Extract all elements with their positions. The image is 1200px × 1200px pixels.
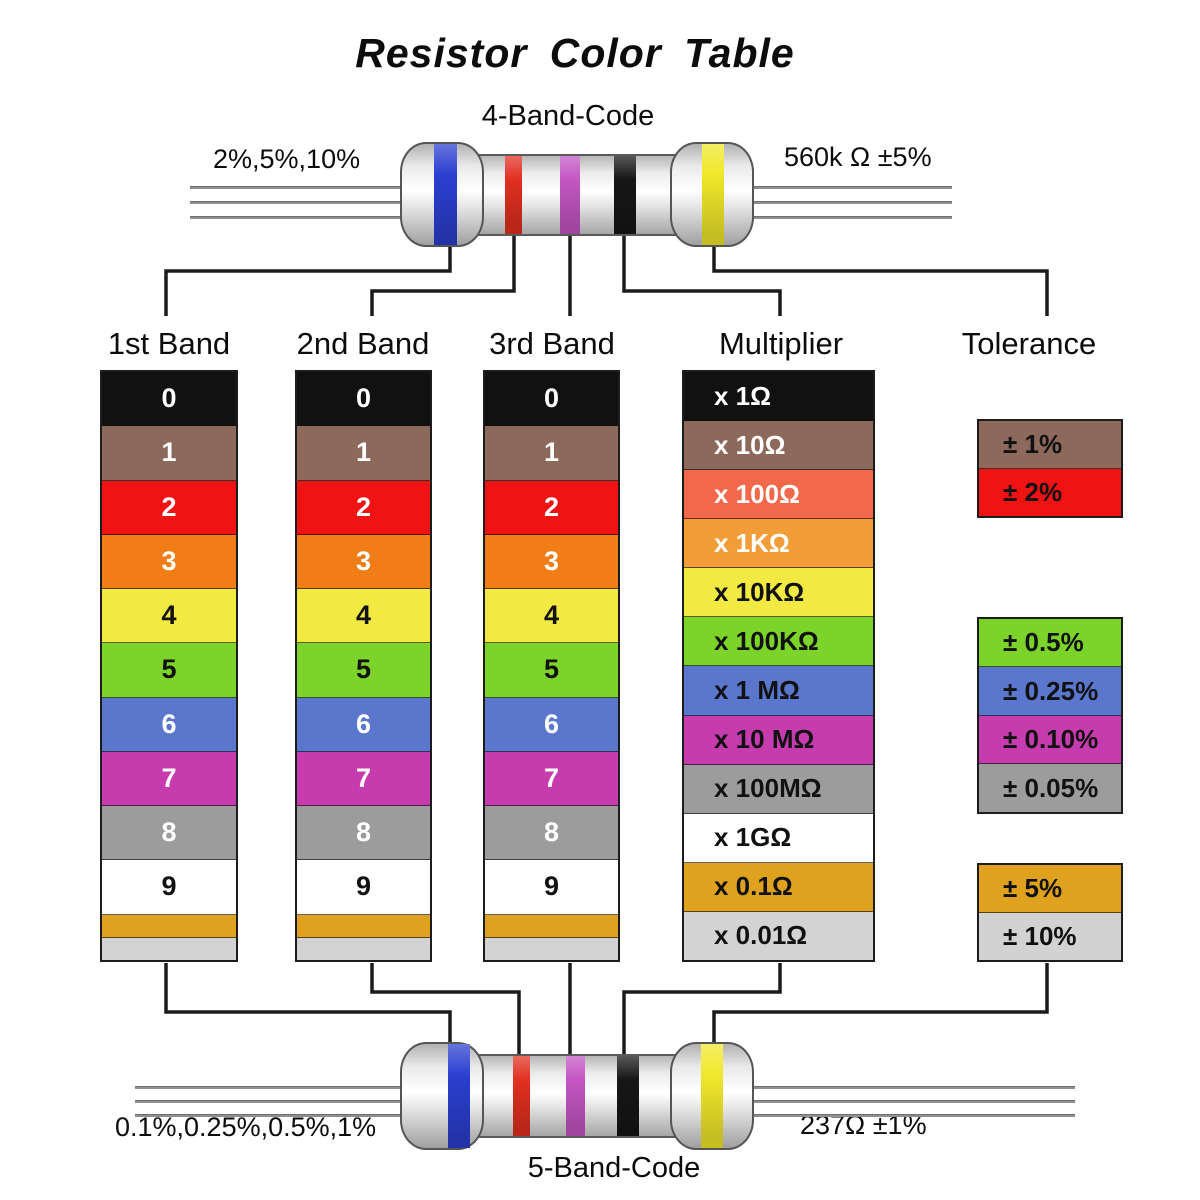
digit-cell-black: 0 <box>102 372 236 427</box>
digit-cell-silver <box>102 937 236 960</box>
digit-cell-orange: 3 <box>102 534 236 589</box>
digit-cell-orange: 3 <box>297 534 430 589</box>
multiplier-cell: x 10Ω <box>684 421 873 471</box>
four-band-left-note: 2%,5%,10% <box>213 144 361 174</box>
digit-cell-gray: 8 <box>102 806 236 861</box>
digit-cell-black: 0 <box>485 372 618 427</box>
digit-cell-violet: 7 <box>297 751 430 806</box>
column-multiplier: x 1Ω x 10Ω x 100Ω x 1KΩ x 10KΩ x 100KΩ x 1 MΩ x… <box>682 370 875 962</box>
resistor-lead <box>752 186 952 189</box>
five-band-band-violet <box>566 1056 585 1136</box>
resistor-lead <box>135 1100 402 1103</box>
resistor-lead <box>752 1086 1075 1089</box>
four-band-band-yellow <box>702 144 724 245</box>
digit-cell-blue: 6 <box>102 697 236 752</box>
resistor-lead <box>752 216 952 219</box>
digit-cell-silver <box>297 937 430 960</box>
four-band-band-blue <box>434 144 457 245</box>
digit-cell-white: 9 <box>297 860 430 915</box>
digit-cell-black: 0 <box>297 372 430 427</box>
four-band-right-note: 560k Ω ±5% <box>784 142 932 172</box>
digit-cell-yellow: 4 <box>485 589 618 644</box>
resistor-lead <box>135 1086 402 1089</box>
digit-cell-green: 5 <box>102 643 236 698</box>
digit-cell-yellow: 4 <box>102 589 236 644</box>
digit-cell-red: 2 <box>297 480 430 535</box>
four-band-band-black <box>614 156 636 234</box>
multiplier-cell: x 1Ω <box>684 372 873 422</box>
resistor-lead <box>752 201 952 204</box>
header-tolerance: Tolerance <box>961 326 1097 361</box>
tolerance-cell: ± 2% <box>979 469 1121 516</box>
five-band-band-red <box>513 1056 530 1136</box>
digit-cell-red: 2 <box>485 480 618 535</box>
digit-cell-red: 2 <box>102 480 236 535</box>
digit-cell-white: 9 <box>485 860 618 915</box>
resistor-lead <box>135 1114 402 1117</box>
tolerance-group-2: ± 0.5% ± 0.25% ± 0.10% ± 0.05% <box>977 616 1123 814</box>
header-3rd-band: 3rd Band <box>489 326 615 361</box>
multiplier-cell: x 0.1Ω <box>684 862 873 912</box>
digit-cell-brown: 1 <box>102 426 236 481</box>
digit-cell-gray: 8 <box>485 806 618 861</box>
digit-cell-gold <box>485 914 618 938</box>
digit-cell-green: 5 <box>485 643 618 698</box>
digit-cell-blue: 6 <box>485 697 618 752</box>
page-title: Resistor Color Table <box>355 30 795 76</box>
five-band-caption: 5-Band-Code <box>527 1152 701 1184</box>
multiplier-cell: x 10 MΩ <box>684 715 873 765</box>
multiplier-cell: x 100Ω <box>684 470 873 520</box>
tolerance-cell: ± 5% <box>979 865 1121 914</box>
resistor-lead <box>752 1100 1075 1103</box>
digit-cell-gold <box>102 914 236 938</box>
multiplier-cell: x 1 MΩ <box>684 666 873 716</box>
digit-cell-violet: 7 <box>485 751 618 806</box>
digit-cell-white: 9 <box>102 860 236 915</box>
digit-cell-brown: 1 <box>485 426 618 481</box>
multiplier-cell: x 100MΩ <box>684 764 873 814</box>
five-band-band-black <box>617 1056 639 1136</box>
digit-cell-violet: 7 <box>102 751 236 806</box>
tolerance-cell: ± 0.10% <box>979 715 1121 765</box>
digit-cell-yellow: 4 <box>297 589 430 644</box>
five-band-resistor-left-cap <box>400 1042 484 1150</box>
resistor-lead <box>752 1114 1075 1117</box>
digit-cell-brown: 1 <box>297 426 430 481</box>
header-2nd-band: 2nd Band <box>296 326 430 361</box>
digit-cell-silver <box>485 937 618 960</box>
four-band-caption: 4-Band-Code <box>481 100 655 132</box>
tolerance-group-1: ± 1% ± 2% <box>977 419 1123 518</box>
five-band-left-note: 0.1%,0.25%,0.5%,1% <box>115 1112 377 1142</box>
five-band-band-yellow <box>701 1044 723 1148</box>
tolerance-cell: ± 0.25% <box>979 667 1121 716</box>
resistor-lead <box>190 201 402 204</box>
tolerance-cell: ± 10% <box>979 913 1121 960</box>
header-multiplier: Multiplier <box>718 326 844 361</box>
multiplier-cell: x 100KΩ <box>684 617 873 667</box>
multiplier-cell: x 0.01Ω <box>684 911 873 960</box>
digit-cell-orange: 3 <box>485 534 618 589</box>
four-band-band-red <box>505 156 522 234</box>
digit-cell-gray: 8 <box>297 806 430 861</box>
digit-cell-green: 5 <box>297 643 430 698</box>
tolerance-group-3: ± 5% ± 10% <box>977 863 1123 962</box>
header-1st-band: 1st Band <box>107 326 231 361</box>
digit-cell-gold <box>297 914 430 938</box>
five-band-band-blue <box>448 1044 470 1148</box>
four-band-band-violet <box>560 156 580 234</box>
resistor-lead <box>190 216 402 219</box>
multiplier-cell: x 1KΩ <box>684 519 873 569</box>
multiplier-cell: x 1GΩ <box>684 813 873 863</box>
tolerance-cell: ± 1% <box>979 421 1121 470</box>
multiplier-cell: x 10KΩ <box>684 568 873 618</box>
tolerance-cell: ± 0.5% <box>979 618 1121 668</box>
resistor-lead <box>190 186 402 189</box>
digit-cell-blue: 6 <box>297 697 430 752</box>
tolerance-cell: ± 0.05% <box>979 764 1121 812</box>
